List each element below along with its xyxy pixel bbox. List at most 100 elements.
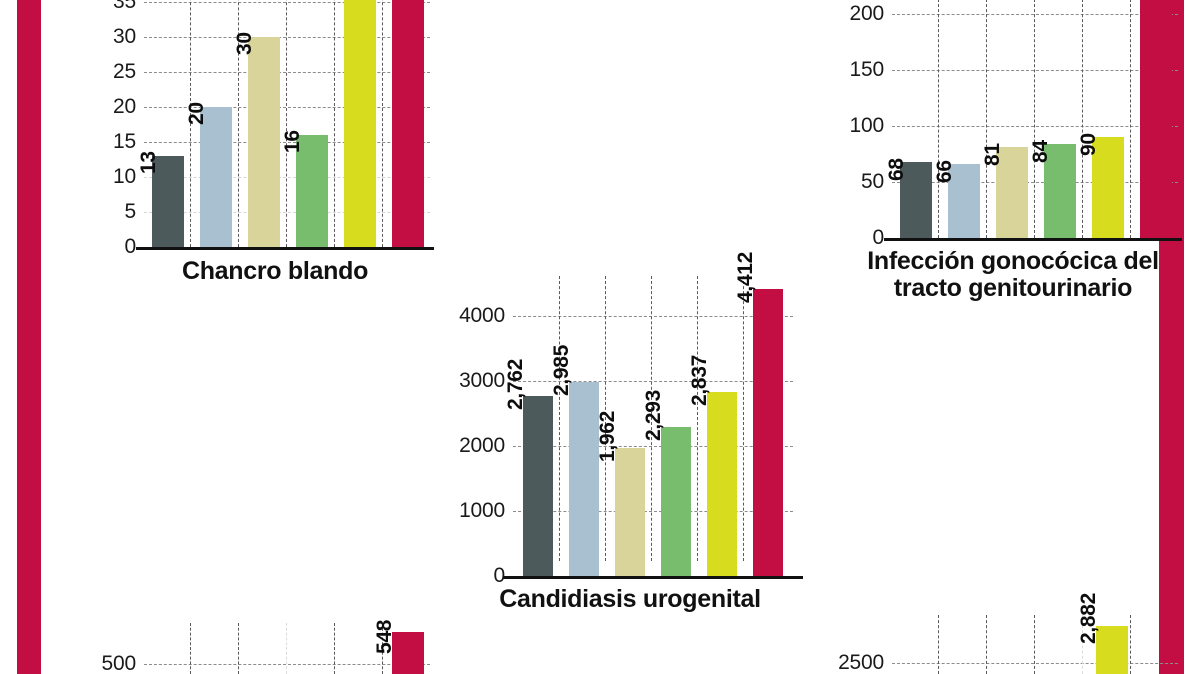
y-axis-tick: 0 — [124, 235, 137, 258]
bar — [996, 147, 1028, 238]
bar-value-label: 2,293 — [642, 389, 665, 441]
y-axis-tick: 5 — [124, 200, 137, 223]
y-axis-tick: 15 — [113, 130, 136, 153]
vertical-gridline — [286, 623, 287, 674]
bar — [523, 396, 553, 576]
gridline — [144, 72, 430, 73]
bar — [1044, 144, 1076, 238]
bar-value-label: 16 — [281, 130, 304, 153]
bar — [200, 107, 232, 247]
gridline — [892, 70, 1178, 71]
chart-title-line2: tracto genitourinario — [893, 274, 1133, 302]
vertical-gridline — [559, 276, 560, 561]
vertical-gridline — [382, 0, 383, 247]
y-axis-tick: 150 — [849, 58, 885, 81]
vertical-gridline — [986, 0, 987, 238]
y-axis-tick: 0 — [872, 226, 885, 249]
bar-value-label: 1,962 — [596, 410, 619, 462]
gridline — [513, 316, 793, 317]
y-axis-tick: 100 — [849, 114, 885, 137]
vertical-gridline — [1082, 615, 1083, 674]
bar — [296, 135, 328, 247]
bar — [661, 427, 691, 576]
vertical-gridline — [605, 276, 606, 561]
gridline — [513, 446, 793, 447]
gridline — [144, 2, 430, 3]
gridline — [144, 142, 430, 143]
vertical-gridline — [190, 623, 191, 674]
chart-infeccion-gonococica: 200 150 100 50 0 68 66 81 84 90 Infecció… — [848, 0, 1182, 310]
gridline — [144, 107, 430, 108]
gridline — [892, 14, 1178, 15]
gridline — [144, 177, 430, 178]
vertical-gridline — [697, 276, 698, 561]
left-edge-red-bar — [17, 0, 41, 674]
bar-value-label: 20 — [185, 102, 208, 125]
vertical-gridline — [190, 0, 191, 247]
x-axis-line — [136, 247, 434, 250]
bar-value-label: 66 — [933, 160, 956, 183]
vertical-gridline — [1034, 615, 1035, 674]
gridline — [513, 381, 793, 382]
y-axis-tick: 35 — [113, 0, 136, 13]
y-axis-tick: 2000 — [459, 434, 505, 457]
y-axis-tick: 500 — [101, 652, 137, 674]
chart-title: Candidiasis urogenital — [499, 585, 761, 613]
vertical-gridline — [938, 0, 939, 238]
bar — [392, 632, 424, 674]
bar — [152, 156, 184, 247]
bar — [753, 289, 783, 576]
bar-value-label: 30 — [233, 32, 256, 55]
bar — [615, 448, 645, 576]
bar-value-label: 2,762 — [504, 358, 527, 410]
chart-title: Chancro blando — [181, 257, 369, 285]
gridline — [892, 126, 1178, 127]
vertical-gridline — [651, 276, 652, 561]
gridline — [892, 663, 1178, 664]
bar-value-label: 13 — [137, 151, 160, 174]
vertical-gridline — [743, 276, 744, 561]
y-axis-tick: 25 — [113, 60, 136, 83]
y-axis-tick: 50 — [861, 170, 884, 193]
y-axis-tick: 200 — [849, 2, 885, 25]
y-axis-tick: 4000 — [459, 304, 505, 327]
bar — [707, 392, 737, 576]
bar — [900, 162, 932, 238]
bar-value-label: 90 — [1077, 133, 1100, 156]
y-axis-tick: 2500 — [838, 651, 884, 674]
chart-title-line1: Infección gonocócica del — [867, 247, 1159, 275]
bar-value-label: 81 — [981, 143, 1004, 166]
chart-candidiasis-urogenital: 4000 3000 2000 1000 0 2,762 2,985 1,962 … — [455, 240, 805, 613]
x-axis-line — [884, 238, 1182, 241]
bar-value-label: 2,882 — [1077, 592, 1100, 644]
bar — [248, 37, 280, 247]
y-axis-tick: 10 — [113, 165, 136, 188]
vertical-gridline — [1034, 0, 1035, 238]
vertical-gridline — [382, 623, 383, 674]
bar-value-label: 68 — [885, 158, 908, 181]
bar-value-label: 2,985 — [550, 344, 573, 396]
chart-bottom-right: 2500 2,882 — [838, 560, 1178, 674]
gridline — [513, 511, 793, 512]
bar — [569, 382, 599, 576]
vertical-gridline — [334, 623, 335, 674]
vertical-gridline — [1130, 615, 1131, 674]
bar-value-label: 84 — [1029, 140, 1052, 163]
y-axis-tick: 1000 — [459, 499, 505, 522]
y-axis-tick: 0 — [493, 564, 506, 587]
x-axis-line — [503, 576, 803, 579]
bar-value-label: 2,837 — [688, 354, 711, 406]
vertical-gridline — [334, 0, 335, 247]
y-axis-tick: 30 — [113, 25, 136, 48]
bar — [392, 0, 424, 247]
vertical-gridline — [938, 615, 939, 674]
vertical-gridline — [238, 623, 239, 674]
bar — [344, 0, 376, 247]
bar-value-label: 4,412 — [734, 251, 757, 303]
y-axis-tick: 20 — [113, 95, 136, 118]
vertical-gridline — [1130, 0, 1131, 238]
bar — [948, 164, 980, 238]
gridline — [144, 664, 430, 665]
bar — [1096, 626, 1128, 674]
